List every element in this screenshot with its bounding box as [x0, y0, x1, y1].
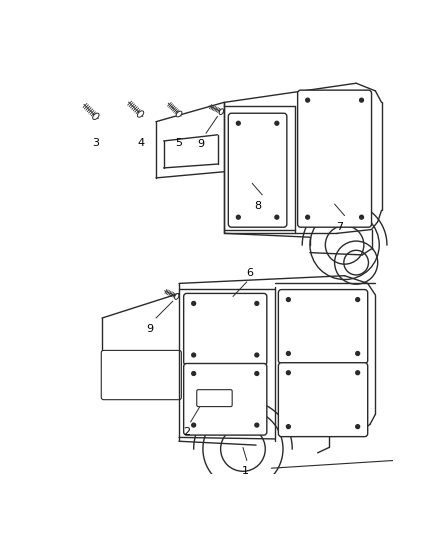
Circle shape: [306, 215, 310, 219]
Circle shape: [360, 98, 364, 102]
FancyBboxPatch shape: [298, 90, 371, 227]
FancyBboxPatch shape: [184, 364, 267, 435]
FancyBboxPatch shape: [228, 113, 287, 227]
FancyBboxPatch shape: [184, 294, 267, 365]
FancyBboxPatch shape: [279, 289, 367, 364]
Circle shape: [255, 372, 259, 375]
Text: 7: 7: [336, 222, 343, 232]
FancyBboxPatch shape: [101, 350, 181, 400]
Circle shape: [286, 352, 290, 356]
Circle shape: [237, 122, 240, 125]
Circle shape: [360, 215, 364, 219]
Circle shape: [356, 371, 360, 375]
Circle shape: [192, 372, 196, 375]
Text: 5: 5: [176, 138, 183, 148]
Ellipse shape: [176, 111, 182, 117]
Circle shape: [275, 215, 279, 219]
Ellipse shape: [219, 109, 223, 115]
Text: 8: 8: [254, 201, 261, 211]
Circle shape: [286, 425, 290, 429]
Text: 9: 9: [197, 139, 204, 149]
Circle shape: [356, 297, 360, 302]
Text: 3: 3: [92, 138, 99, 148]
Circle shape: [286, 371, 290, 375]
Circle shape: [237, 215, 240, 219]
Circle shape: [255, 353, 259, 357]
Circle shape: [192, 423, 196, 427]
Ellipse shape: [138, 111, 144, 117]
Circle shape: [356, 425, 360, 429]
Circle shape: [192, 302, 196, 305]
Circle shape: [286, 297, 290, 302]
Circle shape: [275, 122, 279, 125]
Text: 2: 2: [183, 427, 190, 438]
FancyBboxPatch shape: [279, 363, 367, 437]
Circle shape: [356, 352, 360, 356]
Circle shape: [255, 302, 259, 305]
Ellipse shape: [93, 113, 99, 119]
Text: 1: 1: [242, 466, 249, 476]
Text: 4: 4: [137, 138, 144, 148]
Circle shape: [255, 423, 259, 427]
Text: 9: 9: [146, 324, 153, 334]
Ellipse shape: [175, 294, 179, 300]
FancyBboxPatch shape: [197, 390, 232, 407]
Text: 6: 6: [247, 268, 254, 278]
Circle shape: [306, 98, 310, 102]
Circle shape: [192, 353, 196, 357]
